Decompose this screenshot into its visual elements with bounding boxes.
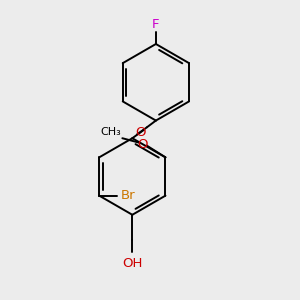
Text: O: O bbox=[138, 138, 148, 151]
Text: OH: OH bbox=[122, 257, 142, 270]
Text: Br: Br bbox=[121, 189, 136, 202]
Text: O: O bbox=[135, 125, 146, 139]
Text: F: F bbox=[152, 18, 160, 31]
Text: CH₃: CH₃ bbox=[100, 127, 121, 137]
